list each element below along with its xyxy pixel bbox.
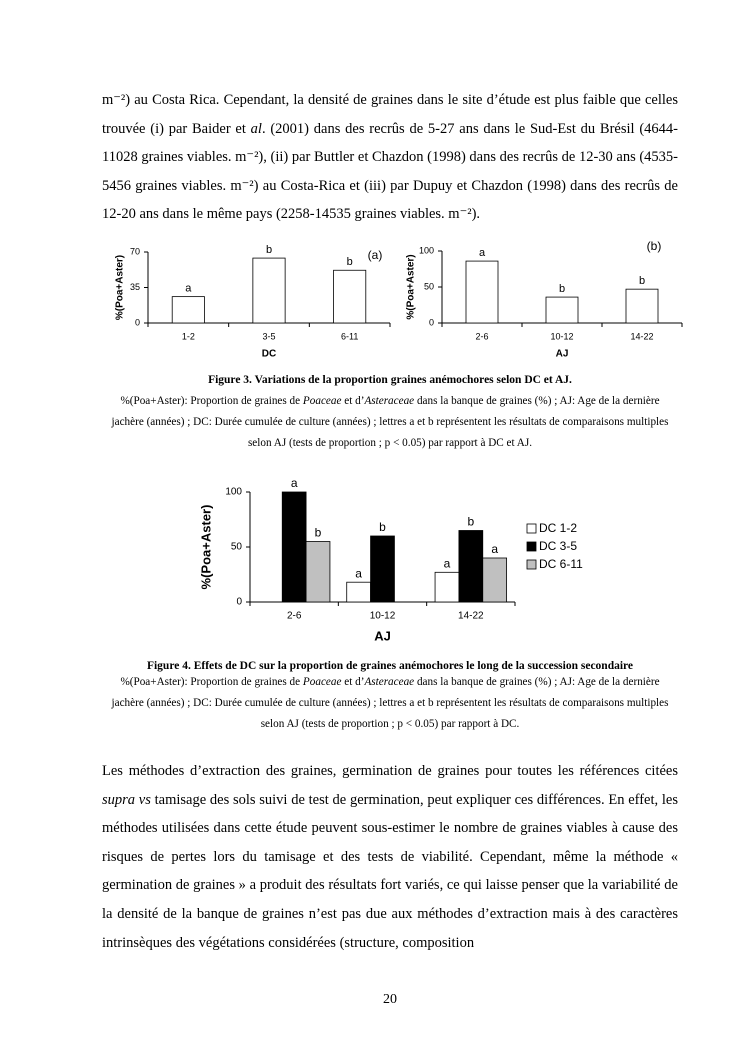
- text-run: tamisage des sols suivi de test de germi…: [102, 791, 678, 951]
- bar: [346, 581, 371, 603]
- legend-swatch: [526, 541, 537, 552]
- significance-letter: a: [479, 247, 486, 259]
- legend-swatch: [526, 559, 537, 570]
- bar: [465, 260, 499, 324]
- bar: [281, 491, 307, 603]
- x-tick-label: 10-12: [550, 331, 573, 341]
- y-axis-label: %(Poa+Aster): [406, 254, 417, 319]
- x-tick-label: 2-6: [475, 331, 488, 341]
- significance-letter: a: [355, 566, 362, 580]
- x-axis-label: AJ: [556, 349, 569, 360]
- x-axis-label: AJ: [374, 628, 391, 643]
- bar: [370, 535, 395, 603]
- text-run: dans la banque de graines (%) ; AJ: Age …: [111, 395, 669, 449]
- significance-letter: a: [291, 476, 298, 490]
- bar: [305, 541, 331, 603]
- x-tick-label: 2-6: [287, 611, 302, 622]
- bar: [434, 571, 460, 603]
- x-tick-label: 3-5: [262, 331, 275, 341]
- significance-letter: a: [491, 542, 498, 556]
- y-tick-label: 70: [130, 246, 140, 256]
- paragraph: Les méthodes d’extraction des graines, g…: [102, 757, 678, 957]
- panel-label: (a): [368, 248, 383, 262]
- y-tick-label: 0: [236, 597, 242, 608]
- y-tick-label: 0: [135, 317, 140, 327]
- significance-letter: b: [315, 526, 322, 540]
- text-run: . (2001) dans des recrûs de 5-27 ans dan…: [102, 120, 679, 223]
- text-run-italic: Poaceae: [302, 395, 342, 407]
- legend-swatch: [526, 523, 537, 534]
- significance-letter: b: [467, 515, 474, 529]
- paragraph: m⁻²) au Costa Rica. Cependant, la densit…: [102, 86, 678, 229]
- page-number: 20: [383, 992, 397, 1007]
- text-run: m⁻²) au Costa Rica. Cependant, la densit…: [102, 92, 678, 137]
- significance-letter: a: [185, 283, 192, 295]
- x-tick-label: 14-22: [630, 331, 653, 341]
- y-tick-label: 100: [225, 487, 242, 498]
- bar: [458, 530, 484, 603]
- text-run: Les méthodes d’extraction des graines, g…: [102, 763, 678, 779]
- text-run: dans la banque de graines (%) ; AJ: Age …: [111, 676, 669, 730]
- x-axis-label: DC: [262, 349, 276, 360]
- significance-letter: b: [559, 283, 565, 295]
- y-tick-label: 0: [429, 317, 434, 327]
- panel-label: (b): [647, 239, 662, 253]
- significance-letter: b: [347, 256, 353, 268]
- y-tick-label: 100: [419, 245, 434, 255]
- legend-label: DC 1-2: [539, 521, 577, 535]
- x-tick-label: 14-22: [458, 611, 484, 622]
- legend-label: DC 6-11: [539, 557, 583, 571]
- text-run-italic: supra vs: [102, 791, 151, 808]
- significance-letter: b: [266, 244, 272, 256]
- text-run: et d’: [341, 395, 365, 407]
- x-tick-label: 1-2: [182, 331, 195, 341]
- text-run-italic: Asteraceae: [364, 395, 415, 407]
- figure-note: %(Poa+Aster): Proportion de graines de P…: [104, 391, 676, 454]
- figure-note: %(Poa+Aster): Proportion de graines de P…: [104, 672, 676, 735]
- x-tick-label: 6-11: [341, 331, 358, 341]
- text-run-italic: Asteraceae: [364, 676, 415, 688]
- significance-letter: b: [379, 520, 386, 534]
- significance-letter: a: [444, 556, 451, 570]
- bar: [625, 288, 659, 324]
- figure-caption: Figure 4. Effets de DC sur la proportion…: [146, 660, 634, 672]
- bar: [252, 257, 286, 324]
- y-tick-label: 35: [130, 282, 140, 292]
- x-tick-label: 10-12: [370, 611, 396, 622]
- y-tick-label: 50: [424, 281, 434, 291]
- figure-caption: Figure 3. Variations de la proportion gr…: [208, 374, 572, 386]
- significance-letter: b: [639, 275, 645, 287]
- legend-label: DC 3-5: [539, 539, 577, 553]
- text-run-italic: Poaceae: [302, 676, 342, 688]
- text-run: %(Poa+Aster): Proportion de graines de: [120, 395, 303, 407]
- y-axis-label: %(Poa+Aster): [115, 255, 126, 320]
- y-tick-label: 50: [231, 542, 243, 553]
- bar: [545, 296, 579, 324]
- bar: [171, 296, 205, 324]
- bar: [333, 269, 367, 324]
- text-run: %(Poa+Aster): Proportion de graines de: [120, 676, 303, 688]
- text-run: et d’: [341, 676, 365, 688]
- y-axis-label: %(Poa+Aster): [198, 505, 213, 590]
- text-run-italic: al: [250, 120, 262, 137]
- bar: [482, 557, 508, 603]
